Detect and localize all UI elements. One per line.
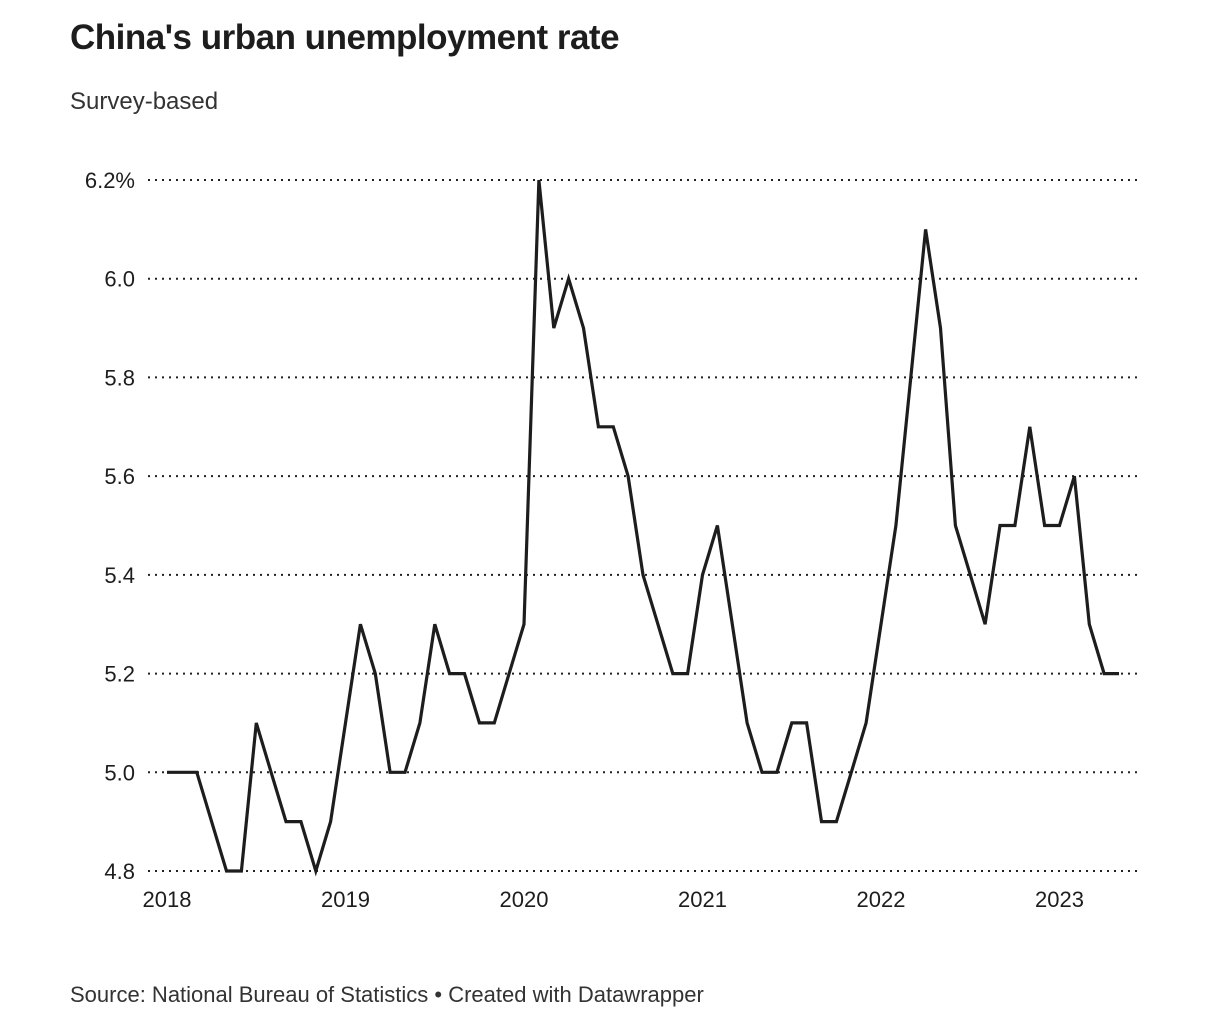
y-tick-label: 5.2 (104, 662, 135, 687)
x-tick-label: 2020 (500, 887, 549, 912)
y-tick-label: 4.8 (104, 859, 135, 884)
y-tick-label: 6.0 (104, 267, 135, 292)
series-line (167, 179, 1119, 877)
x-tick-label: 2022 (857, 887, 906, 912)
x-tick-label: 2018 (143, 887, 192, 912)
y-tick-label: 5.6 (104, 464, 135, 489)
y-tick-label: 5.0 (104, 760, 135, 785)
x-tick-label: 2019 (321, 887, 370, 912)
y-tick-label: 5.8 (104, 365, 135, 390)
y-tick-label: 5.4 (104, 563, 135, 588)
x-tick-label: 2021 (678, 887, 727, 912)
y-tick-label: 6.2% (85, 168, 135, 193)
chart-title: China's urban unemployment rate (70, 18, 620, 57)
chart-subtitle: Survey-based (70, 88, 219, 115)
x-tick-label: 2023 (1035, 887, 1084, 912)
source-note: Source: National Bureau of Statistics • … (70, 982, 704, 1007)
